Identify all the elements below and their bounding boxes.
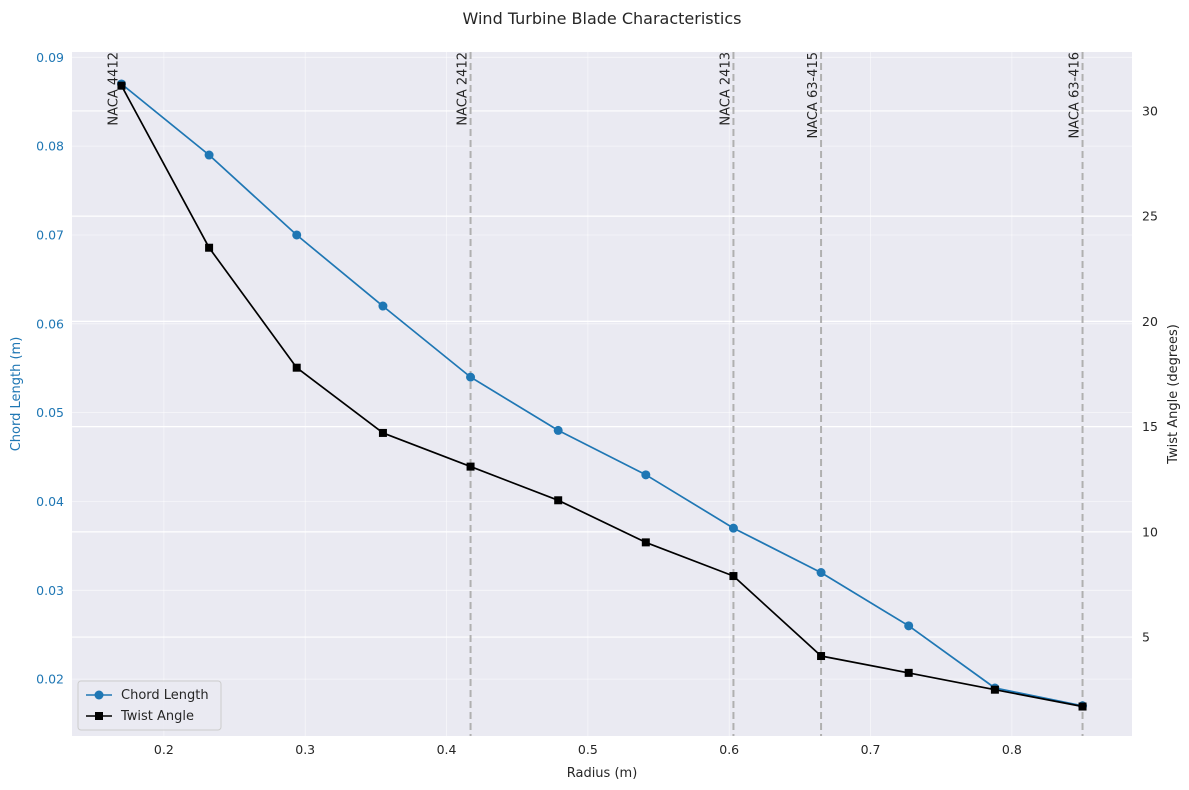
x-tick-label: 0.3: [295, 742, 315, 757]
x-tick-label: 0.8: [1002, 742, 1022, 757]
chart-title: Wind Turbine Blade Characteristics: [463, 9, 742, 28]
x-axis-label: Radius (m): [567, 766, 638, 781]
x-tick-label: 0.2: [154, 742, 174, 757]
y-left-tick-label: 0.07: [36, 227, 64, 242]
y-right-tick-label: 5: [1142, 630, 1150, 645]
y-left-tick-label: 0.08: [36, 139, 64, 154]
twist-angle-point: [1078, 702, 1087, 711]
y-right-tick-label: 10: [1142, 524, 1158, 539]
twist-angle-point: [729, 572, 738, 581]
y-left-tick-label: 0.04: [36, 494, 64, 509]
twist-angle-point: [378, 428, 387, 437]
y-right-tick-label: 15: [1142, 419, 1158, 434]
chord-length-point: [292, 230, 302, 240]
twist-angle-point: [466, 462, 475, 471]
x-tick-label: 0.5: [578, 742, 598, 757]
y-left-tick-label: 0.03: [36, 583, 64, 598]
plot-area: [72, 52, 1132, 736]
legend-twist-marker: [95, 712, 103, 720]
section-label: NACA 4412: [106, 52, 121, 126]
y-right-tick-label: 25: [1142, 209, 1158, 224]
y-left-tick-label: 0.06: [36, 316, 64, 331]
section-label: NACA 63-415: [806, 52, 821, 139]
twist-angle-point: [554, 496, 563, 505]
y-axis-left-label: Chord Length (m): [9, 337, 24, 452]
y-right-tick-label: 20: [1142, 314, 1158, 329]
x-tick-label: 0.4: [437, 742, 457, 757]
legend-chord-label: Chord Length: [121, 688, 209, 703]
grid-lines: [72, 52, 1132, 736]
y-left-tick-label: 0.02: [36, 672, 64, 687]
section-lines: [469, 52, 1084, 736]
chord-length-point: [816, 568, 826, 578]
series-layer: [116, 79, 1088, 711]
chord-length-point: [904, 621, 914, 631]
twist-angle-point: [205, 243, 214, 252]
y-left-tick-label: 0.05: [36, 405, 64, 420]
twist-angle-point: [641, 538, 650, 547]
legend-chord-marker: [94, 690, 104, 700]
chord-length-line: [120, 83, 1083, 707]
section-labels: NACA 4412 NACA 2412 NACA 2413 NACA 63-415 NA…: [106, 52, 1082, 139]
axis-ticks: 0.2 0.3 0.4 0.5 0.6 0.7 0.8 0.02 0.03 0.04 0.05 0.0…: [36, 50, 1158, 757]
twist-angle-point: [904, 668, 913, 677]
y-left-tick-label: 0.09: [36, 50, 64, 65]
twist-angle-point: [117, 81, 126, 90]
x-tick-label: 0.7: [861, 742, 881, 757]
twist-angle-line: [120, 85, 1083, 708]
x-tick-label: 0.6: [719, 742, 739, 757]
legend-box: [77, 680, 222, 731]
y-axis-right-label: Twist Angle (degrees): [1166, 324, 1181, 465]
legend: Chord Length Twist Angle: [77, 680, 222, 731]
twist-angle-point: [990, 685, 999, 694]
twist-angle-point: [292, 363, 301, 372]
chord-length-point: [641, 470, 651, 480]
section-label: NACA 2412: [456, 52, 471, 126]
section-label: NACA 2413: [718, 52, 733, 126]
chord-length-point: [728, 523, 738, 533]
section-label: NACA 63-416: [1068, 52, 1083, 139]
chord-length-point: [553, 425, 563, 435]
chord-length-point: [378, 301, 388, 311]
legend-twist-label: Twist Angle: [120, 709, 194, 724]
chord-length-point: [466, 372, 476, 382]
y-right-tick-label: 30: [1142, 103, 1158, 118]
twist-angle-point: [817, 652, 826, 661]
chord-length-point: [204, 150, 214, 160]
